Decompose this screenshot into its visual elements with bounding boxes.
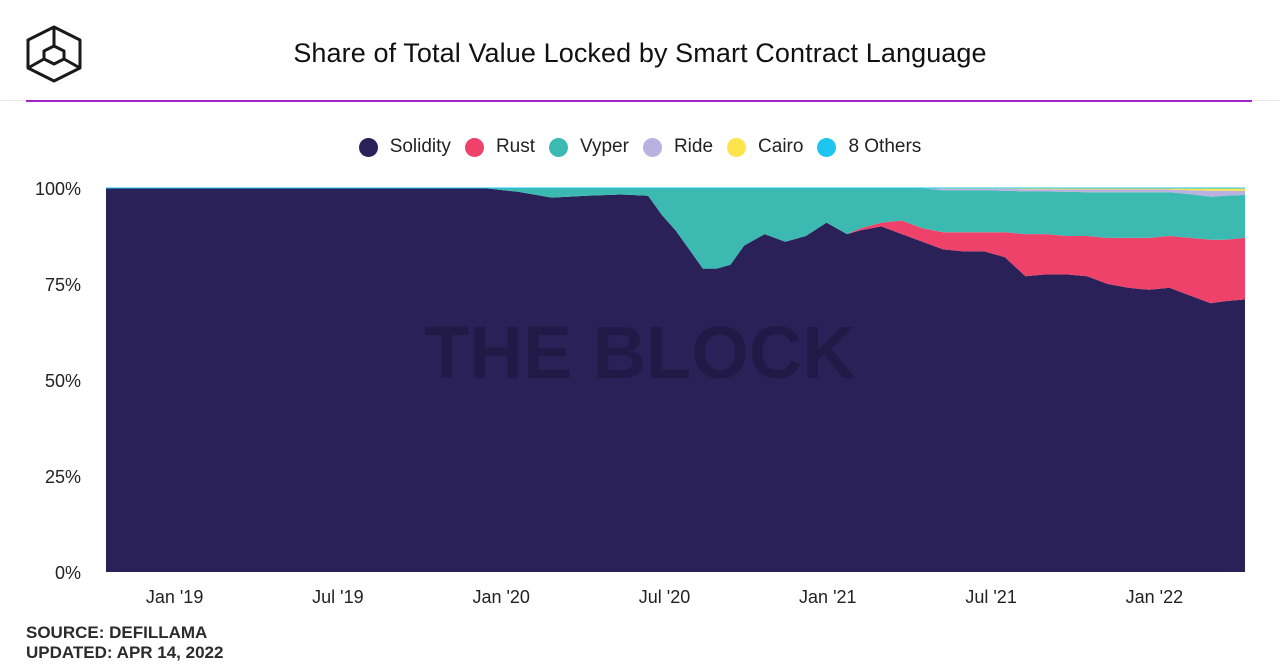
legend-label: Rust [495, 136, 536, 157]
updated-text: UPDATED: APR 14, 2022 [26, 643, 224, 662]
x-tick-label: Jul '20 [639, 587, 690, 607]
accent-rule [26, 100, 1252, 102]
area-ride [106, 188, 1245, 197]
legend-item-ride[interactable]: Ride [642, 136, 714, 158]
legend-item-solidity[interactable]: Solidity [358, 136, 451, 158]
x-tick-label: Jul '19 [312, 587, 363, 607]
legend-item-8-others[interactable]: 8 Others [817, 136, 921, 158]
legend-label: Vyper [580, 136, 629, 157]
y-tick-label: 25% [45, 467, 81, 487]
legend-swatch [642, 137, 662, 157]
area-solidity [106, 188, 1245, 572]
legend-label: 8 Others [848, 136, 922, 157]
legend-swatch [727, 137, 747, 157]
legend-label: Ride [673, 136, 714, 157]
source-text: SOURCE: DEFILLAMA [26, 623, 208, 642]
y-tick-label: 100% [35, 179, 81, 199]
legend-label: Cairo [758, 136, 804, 157]
x-tick-label: Jan '22 [1126, 587, 1183, 607]
legend-swatch [358, 137, 378, 157]
y-tick-label: 75% [45, 275, 81, 295]
y-tick-label: 50% [45, 371, 81, 391]
legend-item-cairo[interactable]: Cairo [727, 136, 803, 158]
legend-swatch [549, 137, 569, 157]
the-block-cube-icon [26, 25, 82, 83]
chart-legend: Solidity Rust Vyper Ride Cairo 8 Others [0, 136, 1280, 158]
legend-label: Solidity [389, 136, 451, 157]
legend-item-vyper[interactable]: Vyper [549, 136, 629, 158]
x-tick-label: Jan '19 [146, 587, 203, 607]
x-tick-label: Jan '20 [472, 587, 529, 607]
area-vyper [106, 188, 1245, 269]
legend-swatch [464, 137, 484, 157]
chart-title: Share of Total Value Locked by Smart Con… [293, 38, 987, 68]
area-rust [106, 188, 1245, 304]
legend-swatch [817, 137, 837, 157]
y-tick-label: 0% [55, 563, 81, 583]
x-tick-label: Jul '21 [965, 587, 1016, 607]
legend-item-rust[interactable]: Rust [464, 136, 536, 158]
x-tick-label: Jan '21 [799, 587, 856, 607]
source-note: SOURCE: DEFILLAMA UPDATED: APR 14, 2022 [26, 623, 223, 663]
area-cairo [106, 188, 1245, 191]
watermark: THE BLOCK [424, 311, 856, 394]
